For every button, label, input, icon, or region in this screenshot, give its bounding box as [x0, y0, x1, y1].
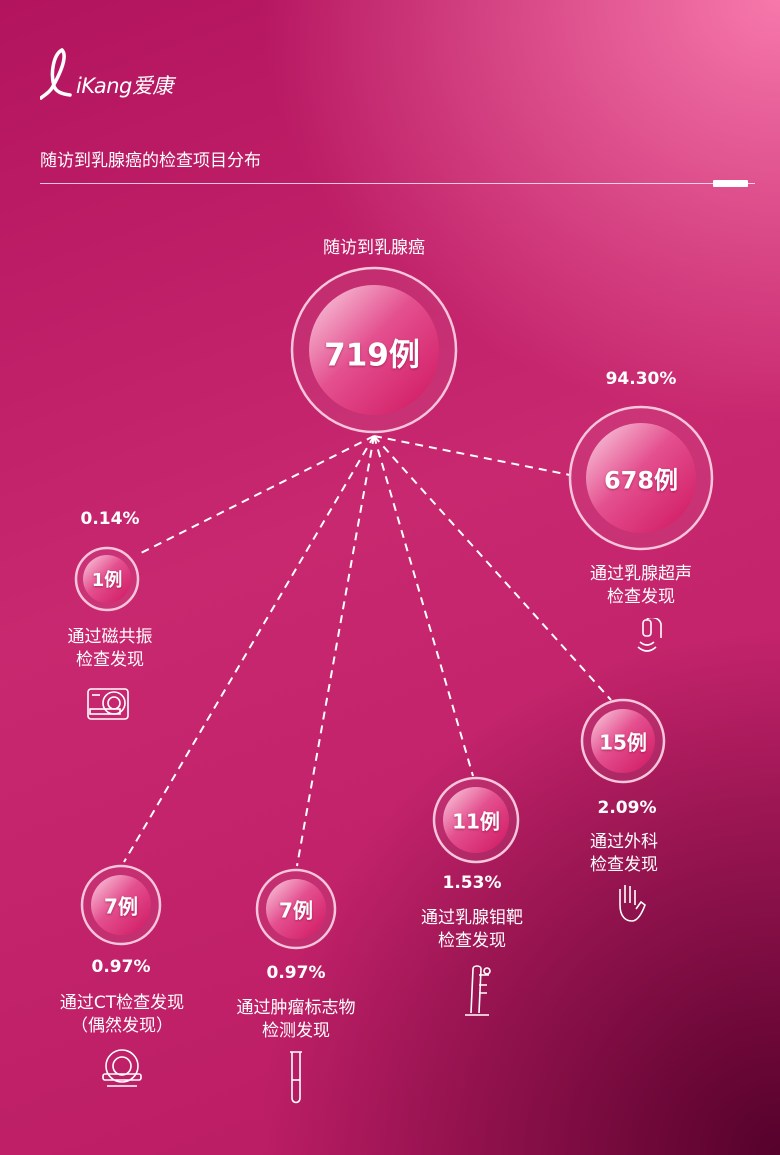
page-title: 随访到乳腺癌的检查项目分布 [40, 151, 261, 171]
label-line: 检查发现 [438, 931, 506, 951]
center-label: 随访到乳腺癌 [323, 238, 425, 258]
node-mammography-bubble [443, 787, 509, 853]
label-line: 检查发现 [76, 650, 144, 670]
connector-tumor-marker [296, 435, 375, 867]
count-tumor-marker: 7例 [279, 898, 313, 923]
label-line: 检测发现 [262, 1021, 330, 1041]
divider [40, 183, 755, 184]
label-line: 检查发现 [607, 587, 675, 607]
count-mri: 1例 [91, 570, 123, 591]
node-tumor-marker-bubble [266, 879, 326, 939]
percent-tumor-marker: 0.97% [266, 963, 326, 983]
count-mammography: 11例 [452, 809, 500, 834]
label-surgery: 通过外科 检查发现 [590, 831, 658, 877]
count-surgery: 15例 [599, 730, 647, 755]
label-line: 检查发现 [590, 855, 658, 875]
percent-ct: 0.97% [91, 957, 151, 977]
node-ultrasound-bubble [586, 423, 696, 533]
label-tumor-marker: 通过肿瘤标志物 检测发现 [237, 997, 356, 1043]
connector-surgery [373, 435, 612, 701]
connector-mammography [373, 435, 474, 777]
label-mri: 通过磁共振 检查发现 [68, 626, 153, 672]
label-line: 通过乳腺超声 [590, 564, 692, 584]
label-line: 通过磁共振 [67, 627, 153, 647]
mammography-machine-icon [463, 963, 493, 1021]
label-ct: 通过CT检查发现 （偶然发现） [60, 992, 184, 1038]
label-line: 通过乳腺钼靶 [421, 908, 523, 928]
connector-ct [123, 435, 375, 863]
label-line: 通过肿瘤标志物 [236, 998, 356, 1018]
test-tube-icon [287, 1050, 305, 1110]
percent-ultrasound: 94.30% [605, 369, 677, 389]
percent-mri: 0.14% [80, 509, 140, 529]
label-ultrasound: 通过乳腺超声 检查发现 [590, 563, 692, 609]
node-ct-bubble [91, 875, 151, 935]
count-ct: 7例 [104, 894, 138, 919]
count-ultrasound: 678例 [603, 466, 679, 495]
connector-ultrasound [373, 435, 571, 476]
mri-scanner-icon [86, 683, 134, 727]
node-mri-bubble [83, 555, 131, 603]
connector-mri [136, 435, 375, 556]
percent-mammography: 1.53% [442, 873, 502, 893]
ultrasound-probe-icon [635, 616, 669, 662]
label-line: 通过外科 [590, 832, 658, 852]
label-mammography: 通过乳腺钼靶 检查发现 [421, 907, 523, 953]
hand-icon [612, 883, 648, 927]
center-bubble [309, 285, 439, 415]
percent-surgery: 2.09% [597, 798, 657, 818]
node-surgery-bubble [591, 709, 655, 773]
ikang-logo: iKang爱康 [40, 48, 173, 100]
label-line: 通过CT检查发现 [59, 993, 185, 1013]
ribbon-logo-icon [40, 48, 72, 100]
center-count: 719例 [324, 337, 420, 374]
ct-scanner-icon [97, 1046, 147, 1094]
label-line: （偶然发现） [70, 1016, 173, 1036]
divider-marker [713, 180, 748, 187]
